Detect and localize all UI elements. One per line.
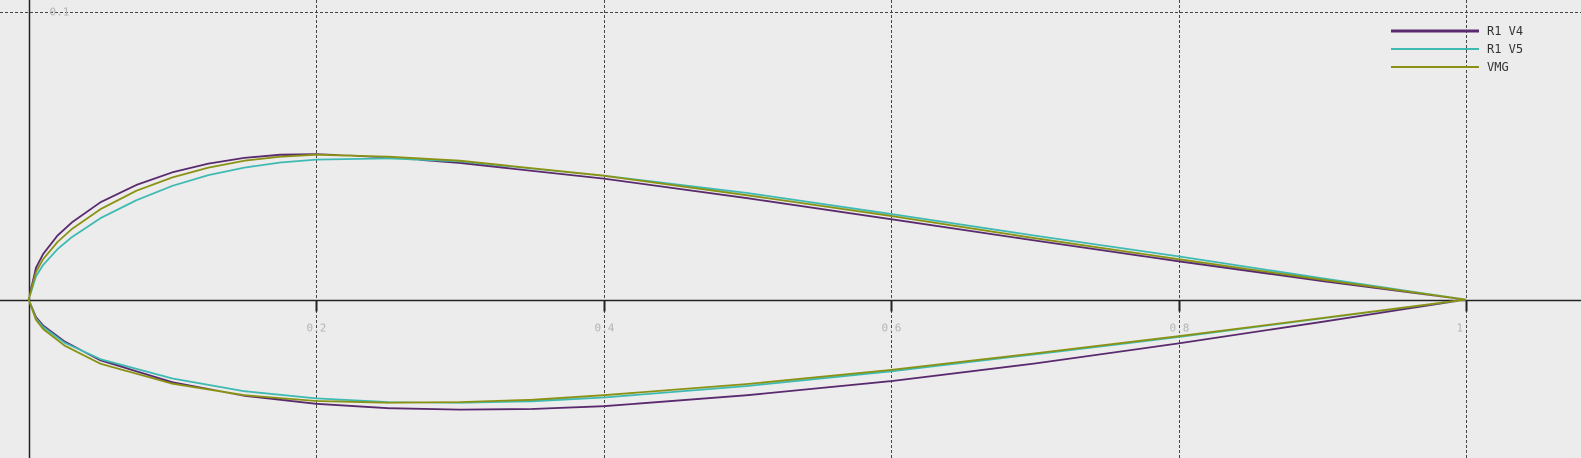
tick-labels: 0.2 0.4 0.6 0.8 1 0.1: [50, 6, 1464, 335]
series-vmg-lower: [27, 298, 1467, 404]
legend: R1 V4 R1 V5 VMG: [1391, 24, 1523, 74]
x-tick-label-3: 0.8: [1170, 322, 1190, 335]
x-tick-label-1: 0.4: [595, 322, 615, 335]
x-tick-label-2: 0.6: [882, 322, 902, 335]
x-tick-label-0: 0.2: [307, 322, 327, 335]
series-r1-v4-upper: [27, 153, 1467, 301]
series-lines: [27, 153, 1467, 411]
series-vmg-upper: [27, 153, 1467, 301]
series-r1-v4-lower: [27, 298, 1467, 411]
legend-label-vmg: VMG: [1487, 60, 1509, 74]
legend-label-r1-v4: R1 V4: [1487, 24, 1523, 38]
y-tick-label-0: 0.1: [50, 6, 70, 19]
x-tick-label-4: 1: [1457, 322, 1464, 335]
series-r1-v5-upper: [27, 157, 1467, 301]
legend-label-r1-v5: R1 V5: [1487, 42, 1523, 56]
